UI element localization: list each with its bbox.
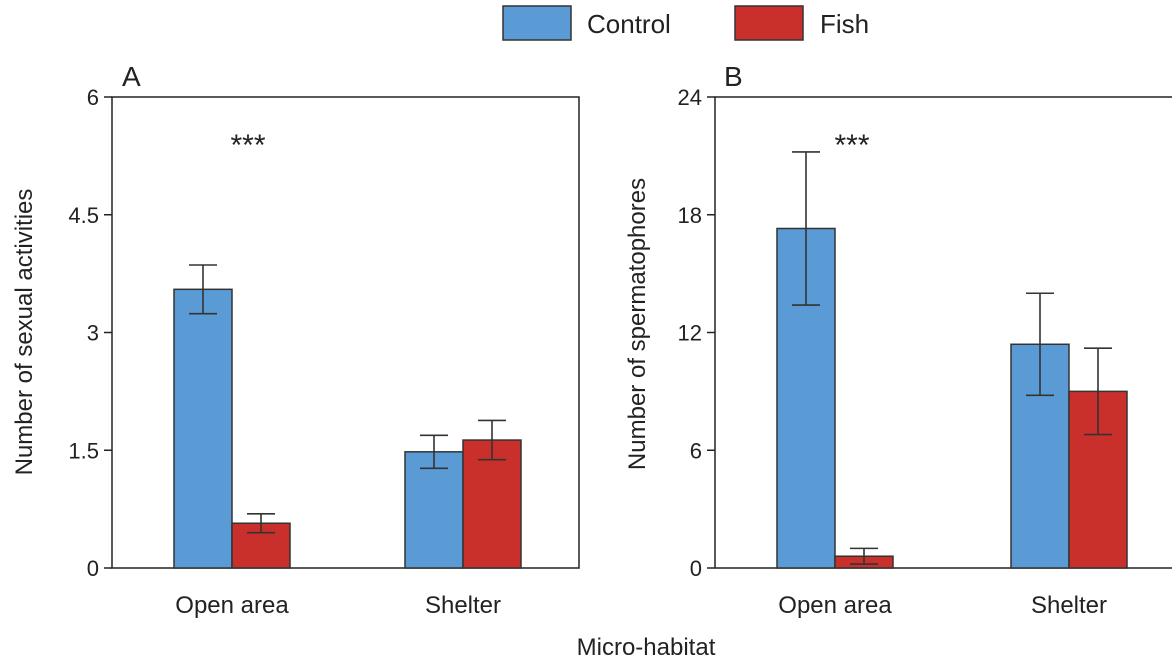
panel-b-errorbar-open-area-control (792, 151, 820, 306)
panel-a-bar-shelter-control (404, 451, 464, 569)
panel-b-significance: *** (834, 129, 869, 162)
panel-a-y-axis: 0 1.5 3 4.5 6 (68, 85, 112, 581)
panel-b-ytick-label-1: 6 (690, 438, 702, 463)
panel-a-ytick-label-3: 4.5 (68, 203, 99, 228)
panel-a-significance: *** (230, 129, 265, 162)
legend: Control Fish (502, 5, 869, 41)
panel-b-category-open-area: Open area (778, 592, 892, 619)
panel-b-category-shelter: Shelter (1031, 592, 1107, 619)
panel-a-ytick-label-0: 0 (87, 556, 99, 581)
panel-b-errorbar-shelter-control (1026, 292, 1054, 397)
panel-b-y-axis: 0 6 12 18 24 (678, 85, 715, 581)
panel-a-ytick-label-4: 6 (87, 85, 99, 110)
panel-a-ytick-label-1: 1.5 (68, 438, 99, 463)
panel-a-errorbar-shelter-control (420, 434, 448, 470)
panel-a-bar-shelter-fish (462, 439, 522, 569)
panel-a-bar-open-area-control (173, 288, 233, 569)
panel-b: B 0 6 12 18 24 Number of spermatophores Open… (624, 61, 1172, 619)
panel-b-errorbar-shelter-fish (1084, 347, 1112, 436)
legend-swatch-fish (734, 5, 804, 41)
panel-a-bars (173, 264, 522, 569)
panel-b-ytick-label-0: 0 (690, 556, 702, 581)
panel-b-errorbar-open-area-fish (850, 547, 878, 565)
panel-b-ytick-label-3: 18 (678, 203, 702, 228)
panel-a: A 01.534.56 Number of sexual activities … (11, 61, 580, 619)
panel-a-ytick-label-2: 3 (87, 321, 99, 346)
panel-b-letter: B (724, 61, 743, 92)
panel-a-category-shelter: Shelter (425, 592, 501, 619)
panel-b-ytick-label-2: 12 (678, 321, 702, 346)
panel-b-bars (776, 151, 1128, 569)
panel-a-category-open-area: Open area (175, 592, 289, 619)
panel-b-y-axis-title: Number of spermatophores (624, 178, 651, 470)
panel-b-bar-open-area-control (776, 227, 836, 569)
legend-label-control: Control (587, 9, 671, 39)
panel-b-ytick-label-4: 24 (678, 85, 702, 110)
panel-a-errorbar-shelter-fish (478, 419, 506, 461)
panel-a-y-axis-title: Number of sexual activities (11, 189, 38, 476)
legend-label-fish: Fish (820, 9, 869, 39)
panel-a-errorbar-open-area-control (189, 264, 217, 315)
panel-a-letter: A (122, 61, 141, 92)
legend-swatch-control (502, 5, 572, 41)
x-axis-title: Micro-habitat (577, 634, 716, 661)
panel-a-errorbar-open-area-fish (247, 513, 275, 534)
panel-a-bar-open-area-fish (231, 522, 291, 569)
